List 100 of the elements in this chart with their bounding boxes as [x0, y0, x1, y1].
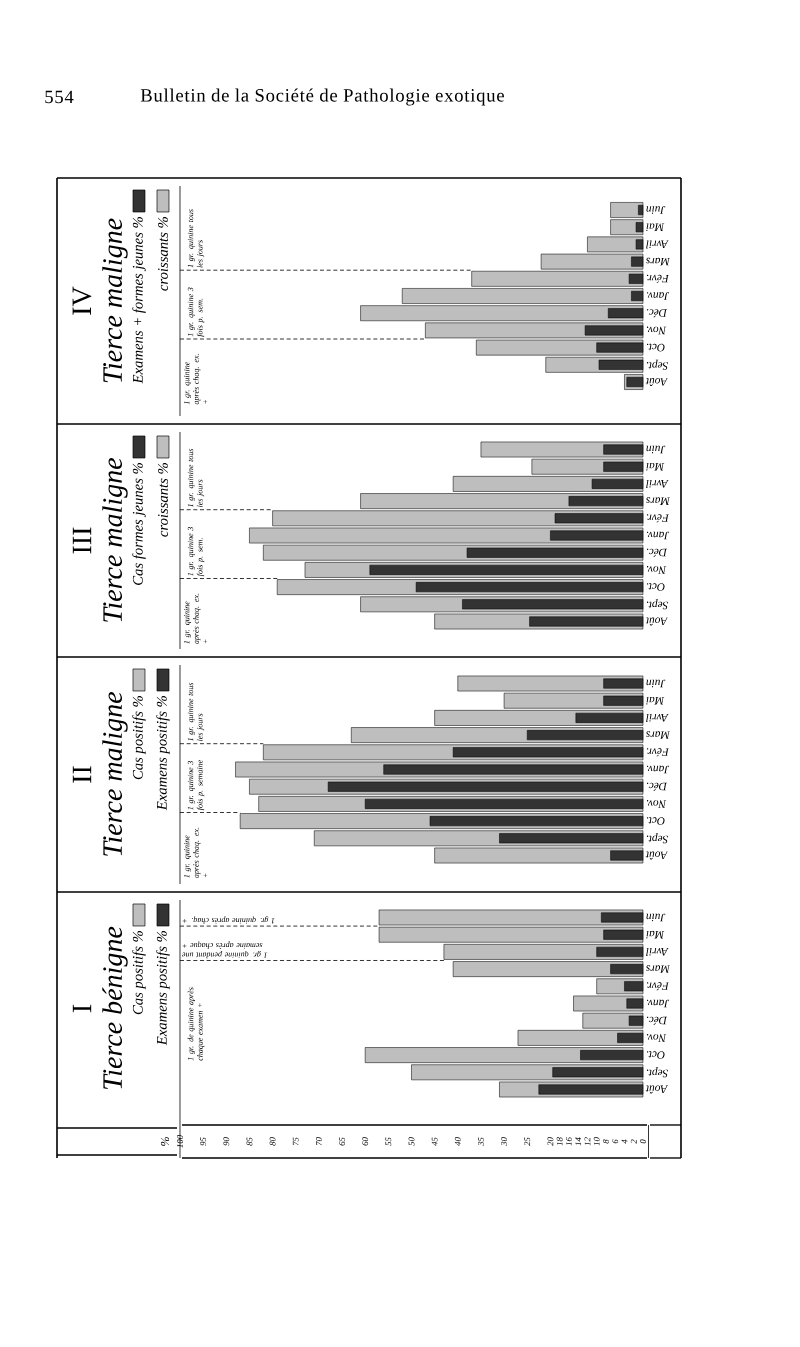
- x-tick-label: 12: [584, 1137, 591, 1146]
- x-tick-label: 35: [478, 1137, 484, 1146]
- x-tick-label: 16: [566, 1137, 572, 1146]
- text: Tierce bénigne: [102, 926, 128, 1089]
- y-tick-label: Oct.: [646, 1051, 665, 1059]
- annotation: 1 gr. quinine pendant une semaine après chaque +: [182, 941, 268, 959]
- x-tick-label: 85: [246, 1137, 253, 1146]
- x-tick-label: 14: [575, 1137, 582, 1146]
- x-tick-label: 65: [339, 1137, 345, 1146]
- annotation: 1 gr. quinine 3 fois p. sem.: [187, 287, 205, 337]
- x-tick-label: 95: [200, 1137, 207, 1146]
- legend-label: Cas formes jeunes %: [132, 463, 146, 585]
- legend-label: Examens positifs %: [156, 696, 170, 811]
- y-tick-label: Juin: [646, 913, 666, 922]
- text: I: [72, 1004, 92, 1013]
- y-tick-label: Déc.: [646, 782, 668, 791]
- legend-label: Examens + formes jeunes %: [132, 217, 146, 384]
- y-tick-label: Mars: [646, 731, 670, 739]
- y-tick-label: Sept.: [646, 359, 669, 370]
- legend-label: Cas positifs %: [132, 931, 146, 1015]
- legend-label: Cas positifs %: [132, 696, 146, 780]
- y-tick-label: Févr.: [646, 982, 669, 991]
- annotation: 1 gr. quinine tous les jours: [187, 682, 205, 742]
- legend-label: croissants %: [158, 217, 168, 291]
- y-tick-label: Déc.: [646, 309, 668, 318]
- y-tick-label: Nov.: [646, 566, 667, 574]
- x-tick-label: 6: [612, 1139, 619, 1144]
- x-tick-label: 70: [315, 1137, 322, 1146]
- text: II: [72, 766, 92, 783]
- y-tick-label: Sept.: [646, 833, 669, 844]
- annotation: 1 gr. de quinine après chaque examen +: [187, 987, 205, 1061]
- x-tick-label: 75: [292, 1137, 299, 1146]
- y-tick-label: Mars: [646, 965, 670, 973]
- legend-label: croissants %: [158, 463, 168, 537]
- text: %: [160, 1137, 170, 1146]
- text: III: [72, 527, 92, 554]
- x-tick-label: 80: [269, 1137, 276, 1146]
- x-tick-label: 100: [177, 1135, 183, 1148]
- text: Tierce maligne: [102, 218, 128, 383]
- x-tick-label: 90: [223, 1137, 230, 1146]
- x-tick-label: 18: [556, 1137, 563, 1146]
- y-tick-label: Août: [645, 1085, 668, 1094]
- y-tick-label: Juin: [646, 206, 666, 214]
- x-tick-label: 20: [547, 1137, 554, 1146]
- annotation: 1 gr. quinine après chaq. ex. +: [183, 827, 208, 878]
- y-tick-label: Août: [645, 851, 668, 860]
- legend-label: Examens positifs %: [156, 931, 170, 1046]
- y-tick-label: Déc.: [646, 1016, 668, 1025]
- y-tick-label: Févr.: [646, 748, 669, 757]
- y-tick-label: Nov.: [646, 800, 667, 808]
- text: 554: [45, 90, 74, 104]
- y-tick-label: Janv.: [646, 765, 670, 774]
- annotation: 1 gr. quinine 3 fois p. sem.: [187, 526, 205, 577]
- y-tick-label: Mars: [646, 497, 670, 505]
- y-tick-label: Sept.: [646, 599, 669, 610]
- y-tick-label: Août: [645, 378, 668, 387]
- text: Tierce maligne: [102, 692, 128, 856]
- x-tick-label: 40: [454, 1137, 461, 1146]
- x-tick-label: 25: [524, 1137, 531, 1146]
- x-tick-label: 50: [408, 1137, 415, 1146]
- y-tick-label: Juin: [646, 679, 666, 688]
- y-tick-label: Oct.: [646, 817, 665, 825]
- x-tick-label: 8: [603, 1139, 609, 1144]
- y-tick-label: Févr.: [646, 274, 669, 283]
- x-tick-label: 10: [593, 1137, 600, 1146]
- annotation: 1 gr. quinine après chaq. +: [182, 916, 275, 924]
- y-tick-label: Sept.: [646, 1067, 669, 1078]
- y-tick-label: Nov.: [646, 1034, 667, 1042]
- y-tick-label: Août: [645, 617, 668, 626]
- y-tick-label: Mai: [646, 930, 665, 939]
- y-tick-label: Avril: [646, 479, 669, 488]
- x-tick-label: 4: [621, 1139, 628, 1144]
- annotation: 1 gr. quinine 3 fois p. semaine: [187, 759, 205, 811]
- x-tick-label: 45: [431, 1137, 438, 1146]
- x-tick-label: 0: [640, 1139, 646, 1144]
- x-tick-label: 2: [630, 1139, 637, 1144]
- annotation: 1 gr. quinine après chaq. ex. +: [183, 354, 208, 405]
- text: IV: [72, 286, 92, 315]
- annotation: 1 gr. quinine tous les jours: [187, 448, 205, 508]
- y-tick-label: Févr.: [646, 514, 669, 523]
- y-tick-label: Juin: [646, 445, 666, 454]
- y-tick-label: Mai: [646, 696, 665, 705]
- y-tick-label: Oct.: [646, 583, 665, 591]
- text: Bulletin de la Société de Pathologie exotique: [140, 88, 504, 106]
- text: Tierce maligne: [102, 458, 128, 622]
- y-tick-label: Avril: [646, 240, 669, 249]
- x-tick-label: 60: [362, 1137, 369, 1146]
- y-tick-label: Avril: [646, 947, 669, 956]
- y-tick-label: Mars: [646, 257, 670, 266]
- y-tick-label: Janv.: [646, 531, 670, 540]
- x-tick-label: 55: [385, 1137, 392, 1146]
- x-tick-label: 30: [501, 1137, 507, 1146]
- y-tick-label: Mai: [646, 462, 665, 471]
- y-tick-label: Janv.: [646, 292, 670, 300]
- annotation: 1 gr. quinine après chaq. ex. +: [183, 593, 208, 644]
- annotation: 1 gr. quinine tous les jours: [187, 209, 205, 268]
- y-tick-label: Nov.: [646, 326, 667, 335]
- y-tick-label: Oct.: [646, 343, 665, 352]
- y-tick-label: Janv.: [646, 999, 670, 1008]
- y-tick-label: Mai: [646, 223, 665, 232]
